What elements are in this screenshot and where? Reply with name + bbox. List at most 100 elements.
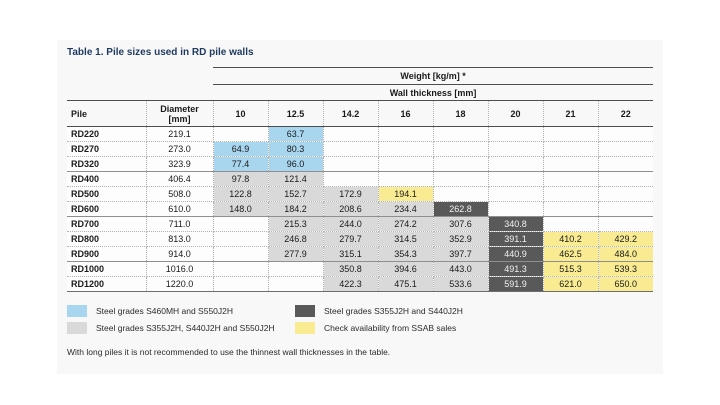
weight-cell bbox=[268, 261, 324, 277]
pile-name-cell: RD270 bbox=[67, 141, 147, 157]
weight-cell: 63.7 bbox=[268, 126, 324, 142]
diameter-header-line1: Diameter bbox=[160, 103, 199, 114]
weight-cell: 277.9 bbox=[268, 246, 324, 262]
weight-cell bbox=[323, 126, 379, 142]
legend-label: Steel grades S460MH and S550J2H bbox=[96, 306, 234, 316]
weight-cell bbox=[433, 186, 489, 202]
table-title: Table 1. Pile sizes used in RD pile wall… bbox=[67, 47, 254, 58]
weight-cell: 394.6 bbox=[378, 261, 434, 277]
weight-cell: 539.3 bbox=[598, 261, 654, 277]
weight-cell: 621.0 bbox=[543, 276, 599, 292]
diameter-cell: 273.0 bbox=[146, 141, 214, 157]
legend-swatch-dark-icon bbox=[295, 305, 315, 317]
legend-label: Steel grades S355J2H, S440J2H and S550J2… bbox=[96, 323, 275, 333]
weight-cell: 184.2 bbox=[268, 201, 324, 217]
thickness-column-header: 12.5 bbox=[268, 100, 324, 127]
weight-cell: 410.2 bbox=[543, 231, 599, 247]
column-header-row: Pile Diameter [mm] 10 12.5 14.2 16 18 20 21 22 bbox=[67, 100, 654, 127]
pile-name-cell: RD800 bbox=[67, 231, 147, 247]
legend-swatch-gray-icon bbox=[67, 322, 87, 334]
pile-name-cell: RD700 bbox=[67, 216, 147, 232]
header-spacer bbox=[67, 68, 213, 85]
weight-cell bbox=[543, 126, 599, 142]
table-row: RD1000 1016.0 350.8 394.6 443.0 491.3 515.3 539… bbox=[67, 261, 654, 277]
weight-cell: 274.2 bbox=[378, 216, 434, 232]
weight-header-row: Weight [kg/m] * bbox=[67, 67, 654, 85]
thickness-column-header: 18 bbox=[433, 100, 489, 127]
weight-cell: 443.0 bbox=[433, 261, 489, 277]
weight-cell bbox=[433, 141, 489, 157]
thickness-column-header: 10 bbox=[213, 100, 269, 127]
weight-cell: 354.3 bbox=[378, 246, 434, 262]
weight-cell bbox=[433, 171, 489, 187]
weight-cell: 148.0 bbox=[213, 201, 269, 217]
weight-header: Weight [kg/m] * bbox=[213, 67, 654, 85]
table-row: RD320 323.9 77.4 96.0 bbox=[67, 156, 654, 172]
weight-cell: 152.7 bbox=[268, 186, 324, 202]
diameter-column-header: Diameter [mm] bbox=[146, 100, 214, 127]
weight-cell bbox=[598, 171, 654, 187]
weight-cell: 262.8 bbox=[433, 201, 489, 217]
weight-cell: 462.5 bbox=[543, 246, 599, 262]
pile-name-cell: RD1000 bbox=[67, 261, 147, 277]
weight-cell bbox=[598, 216, 654, 232]
legend-swatch-yellow-icon bbox=[295, 322, 315, 334]
weight-cell: 244.0 bbox=[323, 216, 379, 232]
weight-cell: 491.3 bbox=[488, 261, 544, 277]
pile-sizes-table: Weight [kg/m] * Wall thickness [mm] Pile… bbox=[67, 67, 654, 292]
weight-cell bbox=[543, 201, 599, 217]
weight-cell: 315.1 bbox=[323, 246, 379, 262]
weight-cell: 246.8 bbox=[268, 231, 324, 247]
weight-cell bbox=[213, 276, 269, 292]
weight-cell: 208.6 bbox=[323, 201, 379, 217]
weight-cell bbox=[598, 126, 654, 142]
table-body: RD220 219.1 63.7 RD270 273.0 64.9 80.3 RD320 323… bbox=[67, 126, 654, 292]
header-spacer bbox=[67, 85, 213, 101]
weight-cell bbox=[488, 126, 544, 142]
weight-cell bbox=[213, 261, 269, 277]
legend-item: Check availability from SSAB sales bbox=[295, 322, 653, 334]
weight-cell: 97.8 bbox=[213, 171, 269, 187]
weight-cell: 215.3 bbox=[268, 216, 324, 232]
weight-cell bbox=[213, 216, 269, 232]
legend-item: Steel grades S355J2H and S440J2H bbox=[295, 305, 653, 317]
thickness-header-row: Wall thickness [mm] bbox=[67, 84, 654, 101]
weight-cell bbox=[213, 231, 269, 247]
weight-cell: 64.9 bbox=[213, 141, 269, 157]
diameter-cell: 1220.0 bbox=[146, 276, 214, 292]
pile-name-cell: RD220 bbox=[67, 126, 147, 142]
table-row: RD500 508.0 122.8 152.7 172.9 194.1 bbox=[67, 186, 654, 202]
diameter-cell: 711.0 bbox=[146, 216, 214, 232]
table-row: RD600 610.0 148.0 184.2 208.6 234.4 262.8 bbox=[67, 201, 654, 217]
weight-cell: 475.1 bbox=[378, 276, 434, 292]
weight-cell bbox=[323, 141, 379, 157]
weight-cell: 352.9 bbox=[433, 231, 489, 247]
table-row: RD1200 1220.0 422.3 475.1 533.6 591.9 621.0 650… bbox=[67, 276, 654, 292]
weight-cell: 96.0 bbox=[268, 156, 324, 172]
weight-cell bbox=[378, 141, 434, 157]
pile-name-cell: RD400 bbox=[67, 171, 147, 187]
weight-cell bbox=[323, 171, 379, 187]
weight-cell: 515.3 bbox=[543, 261, 599, 277]
pile-name-cell: RD320 bbox=[67, 156, 147, 172]
weight-cell: 422.3 bbox=[323, 276, 379, 292]
weight-cell bbox=[488, 186, 544, 202]
weight-cell bbox=[488, 141, 544, 157]
diameter-cell: 1016.0 bbox=[146, 261, 214, 277]
weight-cell bbox=[598, 186, 654, 202]
diameter-cell: 323.9 bbox=[146, 156, 214, 172]
weight-cell bbox=[543, 141, 599, 157]
pile-column-header: Pile bbox=[67, 100, 147, 127]
weight-cell: 350.8 bbox=[323, 261, 379, 277]
legend-label: Check availability from SSAB sales bbox=[324, 323, 457, 333]
pile-name-cell: RD900 bbox=[67, 246, 147, 262]
weight-cell: 391.1 bbox=[488, 231, 544, 247]
diameter-cell: 219.1 bbox=[146, 126, 214, 142]
table-row: RD400 406.4 97.8 121.4 bbox=[67, 171, 654, 187]
weight-cell: 77.4 bbox=[213, 156, 269, 172]
pile-name-cell: RD1200 bbox=[67, 276, 147, 292]
weight-cell: 279.7 bbox=[323, 231, 379, 247]
weight-cell: 194.1 bbox=[378, 186, 434, 202]
thickness-column-header: 22 bbox=[598, 100, 654, 127]
thickness-column-header: 16 bbox=[378, 100, 434, 127]
